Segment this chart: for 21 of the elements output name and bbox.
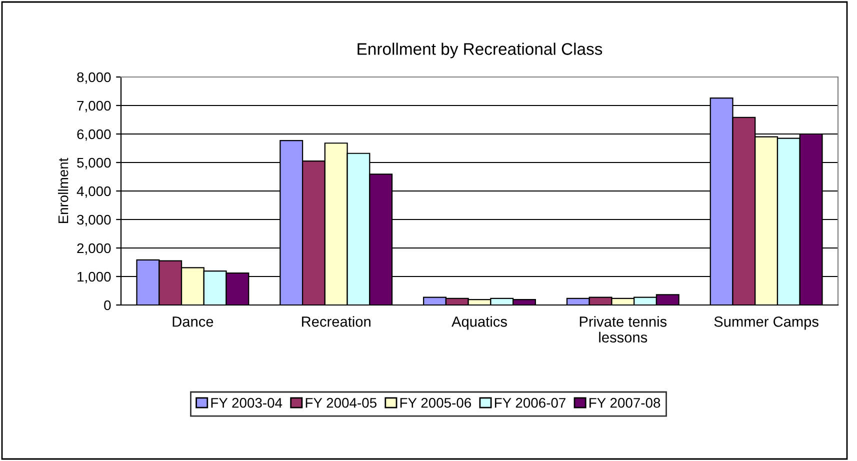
- x-tick-label: Aquatics: [452, 316, 507, 330]
- legend-label: FY 2007-08: [590, 398, 660, 408]
- x-tick-label: Summer Camps: [714, 316, 818, 330]
- legend-label: FY 2004-05: [306, 398, 376, 408]
- y-tick-label: 6,000: [77, 129, 111, 141]
- legend-label: FY 2005-06: [400, 398, 472, 408]
- y-tick-label: 2,000: [77, 243, 111, 255]
- legend-label: FY 2006-07: [494, 398, 566, 408]
- y-tick-label: 8,000: [77, 72, 111, 84]
- y-tick-label: 1,000: [78, 272, 111, 284]
- x-tick-label: Private tennis lessons: [580, 316, 667, 343]
- legend-label: FY 2003-04: [211, 398, 282, 408]
- x-tick-label: Dance: [172, 316, 214, 327]
- y-tick-label: 4,000: [76, 186, 111, 198]
- y-tick-label: 5,000: [77, 158, 111, 170]
- chart-title: Enrollment by Recreational Class: [358, 42, 602, 58]
- y-tick-label: 7,000: [77, 100, 111, 112]
- x-tick-label: Recreation: [302, 316, 370, 327]
- y-tick-label: 3,000: [77, 214, 111, 226]
- y-axis-title: Enrollment: [58, 158, 68, 224]
- y-tick-label: 0: [104, 300, 111, 310]
